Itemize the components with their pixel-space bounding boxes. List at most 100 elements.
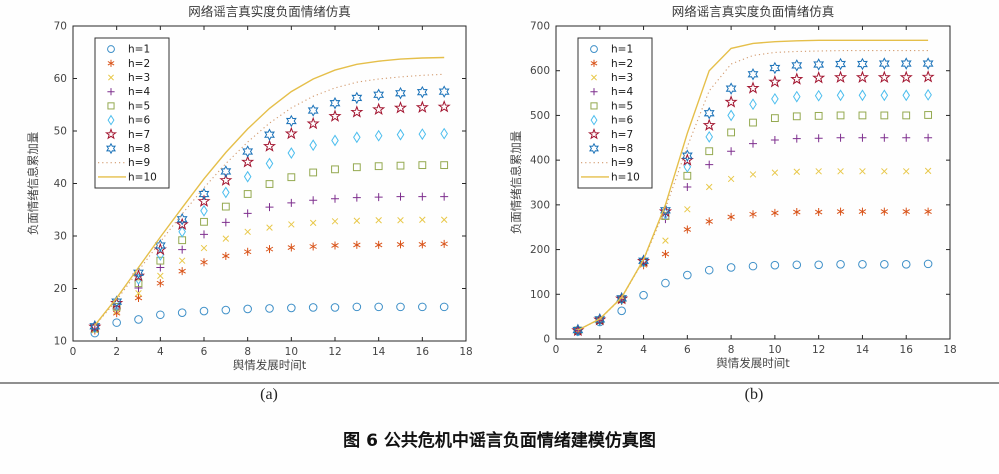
legend-label: h=9	[128, 157, 150, 169]
x-tick-label: 6	[201, 346, 208, 358]
y-axis-label: 负面情绪信息累加量	[26, 132, 40, 236]
y-tick-label: 200	[530, 244, 550, 256]
legend-label: h=7	[611, 129, 633, 141]
x-tick-label: 0	[70, 346, 77, 358]
legend-label: h=6	[128, 115, 150, 127]
x-tick-label: 16	[900, 344, 914, 356]
series-h4	[90, 192, 449, 333]
x-tick-label: 2	[596, 344, 603, 356]
y-tick-label: 10	[54, 336, 67, 348]
series-h1	[573, 259, 933, 336]
legend: h=1 h=2 h=3 h=4 h=5 h=6 h=7 h=8 h=9 h=10	[94, 37, 170, 189]
series-h1	[90, 302, 449, 338]
y-tick-label: 70	[54, 21, 67, 33]
x-axis-label: 舆情发展时间t	[233, 358, 307, 372]
series-h2	[91, 239, 448, 335]
y-tick-label: 50	[54, 126, 67, 138]
legend-item-h6: h=6	[107, 115, 150, 127]
legend-label: h=1	[128, 44, 150, 56]
legend-item-h7: h=7	[587, 127, 633, 141]
x-tick-label: 18	[943, 344, 956, 356]
x-tick-label: 10	[285, 346, 298, 358]
y-tick-label: 0	[543, 334, 550, 346]
series-h10	[94, 56, 445, 326]
x-tick-label: 14	[372, 346, 386, 358]
x-tick-label: 14	[856, 344, 870, 356]
x-tick-label: 16	[416, 346, 430, 358]
legend-label: h=10	[128, 171, 157, 183]
legend-label: h=10	[611, 171, 640, 183]
x-tick-label: 12	[328, 346, 341, 358]
series-h3	[91, 216, 448, 334]
y-tick-label: 500	[530, 110, 550, 122]
legend-label: h=8	[128, 143, 150, 155]
legend-item-h7: h=7	[104, 127, 150, 141]
y-tick-label: 700	[530, 21, 550, 33]
legend-label: h=2	[611, 58, 633, 70]
y-tick-label: 100	[530, 289, 550, 301]
legend-label: h=3	[128, 72, 150, 84]
y-tick-label: 20	[54, 283, 67, 295]
sublabel-a: (a)	[260, 386, 278, 403]
x-tick-label: 0	[553, 344, 560, 356]
legend-item-h5: h=5	[590, 100, 633, 112]
series-h8	[89, 85, 450, 333]
x-tick-label: 18	[459, 346, 472, 358]
legend-label: h=7	[128, 129, 150, 141]
series-h10	[577, 39, 929, 331]
legend-label: h=4	[611, 86, 633, 98]
plot-area	[555, 25, 951, 340]
series-h3	[574, 167, 932, 335]
chart-b: 网络谣言真实度负面情绪仿真 0 2 4 6 8 10 12 14 16 18 0 100 200 300 40…	[509, 4, 957, 370]
legend-item-h5: h=5	[107, 100, 150, 112]
legend-label: h=1	[611, 44, 633, 56]
y-tick-label: 600	[530, 65, 550, 77]
legend-label: h=2	[128, 58, 150, 70]
legend-item-h3: h=3	[591, 72, 633, 84]
legend-label: h=4	[128, 86, 150, 98]
chart-title: 网络谣言真实度负面情绪仿真	[672, 4, 835, 19]
sublabel-b: (b)	[744, 386, 764, 403]
x-tick-label: 12	[812, 344, 825, 356]
series-h6	[91, 127, 448, 334]
figure-caption: 图 6 公共危机中谣言负面情绪建模仿真图	[343, 431, 656, 451]
legend-item-h9: h=9	[581, 157, 633, 169]
legend-item-h6: h=6	[590, 115, 633, 127]
y-tick-label: 300	[530, 199, 550, 211]
legend-label: h=6	[611, 115, 633, 127]
chart-title: 网络谣言真实度负面情绪仿真	[188, 4, 351, 19]
legend-label: h=5	[611, 100, 633, 112]
y-tick-label: 400	[530, 155, 550, 167]
legend-item-h3: h=3	[108, 72, 150, 84]
legend-item-h4: h=4	[107, 86, 150, 98]
legend-item-h9: h=9	[98, 157, 150, 169]
legend-item-h1: h=1	[107, 44, 150, 56]
x-tick-label: 6	[684, 344, 691, 356]
x-tick-label: 4	[157, 346, 164, 358]
chart-a: 网络谣言真实度负面情绪仿真 0 2 4 6 8 10 12 14 16 18 10 20 30 40 50 60…	[26, 4, 473, 372]
x-tick-label: 8	[244, 346, 251, 358]
x-tick-label: 8	[728, 344, 735, 356]
legend-item-h10: h=10	[581, 171, 640, 183]
legend-item-h4: h=4	[590, 86, 633, 98]
legend-label: h=9	[611, 157, 633, 169]
x-axis-label: 舆情发展时间t	[716, 356, 790, 370]
y-tick-label: 60	[54, 73, 67, 85]
legend-item-h10: h=10	[98, 171, 157, 183]
legend-label: h=3	[611, 72, 633, 84]
legend: h=1 h=2 h=3 h=4 h=5 h=6 h=7 h=8 h=9 h=10	[577, 37, 653, 189]
series-h4	[573, 133, 933, 335]
series-h9	[94, 73, 445, 327]
series-h2	[574, 207, 932, 335]
x-tick-label: 2	[113, 346, 120, 358]
y-axis-label: 负面情绪信息累加量	[509, 131, 523, 235]
legend-label: h=5	[128, 100, 150, 112]
separator-line	[0, 382, 999, 384]
legend-item-h8: h=8	[589, 142, 633, 155]
legend-item-h2: h=2	[107, 58, 150, 70]
x-tick-label: 4	[640, 344, 647, 356]
x-tick-label: 10	[768, 344, 781, 356]
legend-item-h8: h=8	[106, 142, 150, 155]
series-h7	[88, 99, 451, 333]
